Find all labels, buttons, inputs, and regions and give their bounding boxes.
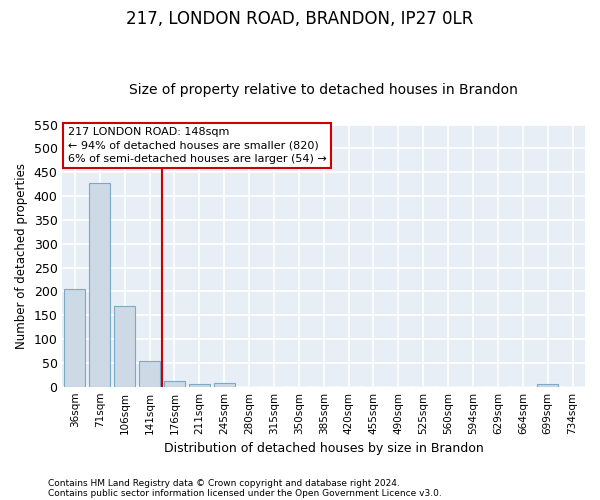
Y-axis label: Number of detached properties: Number of detached properties	[15, 162, 28, 348]
X-axis label: Distribution of detached houses by size in Brandon: Distribution of detached houses by size …	[164, 442, 484, 455]
Bar	[139, 361, 160, 386]
Title: Size of property relative to detached houses in Brandon: Size of property relative to detached ho…	[129, 83, 518, 97]
Text: Contains public sector information licensed under the Open Government Licence v3: Contains public sector information licen…	[48, 488, 442, 498]
Bar	[214, 383, 235, 386]
Bar	[64, 289, 85, 386]
Text: Contains HM Land Registry data © Crown copyright and database right 2024.: Contains HM Land Registry data © Crown c…	[48, 478, 400, 488]
Bar	[164, 381, 185, 386]
Bar	[537, 384, 558, 386]
Text: 217 LONDON ROAD: 148sqm
← 94% of detached houses are smaller (820)
6% of semi-de: 217 LONDON ROAD: 148sqm ← 94% of detache…	[68, 127, 326, 164]
Bar	[189, 384, 210, 386]
Bar	[89, 182, 110, 386]
Text: 217, LONDON ROAD, BRANDON, IP27 0LR: 217, LONDON ROAD, BRANDON, IP27 0LR	[127, 10, 473, 28]
Bar	[114, 306, 135, 386]
